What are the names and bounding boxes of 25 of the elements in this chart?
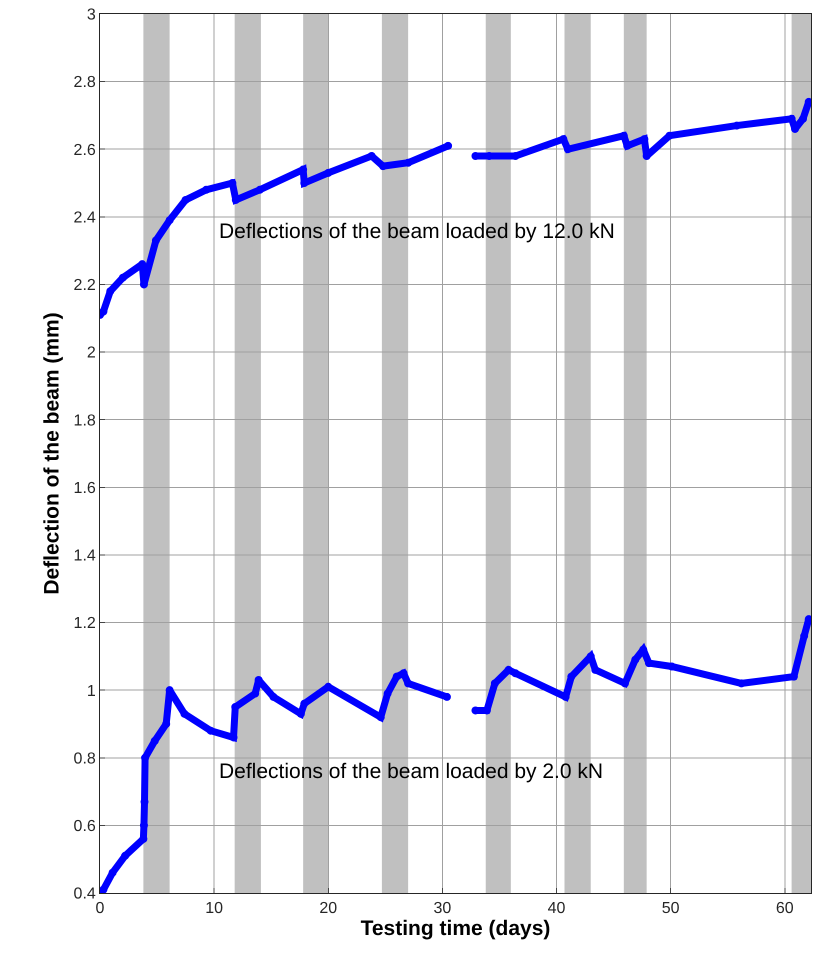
y-tick-label: 1 [86, 682, 96, 700]
y-tick-label: 1.4 [74, 548, 96, 565]
y-tick-label: 0.8 [74, 750, 96, 768]
y-tick-label: 1.8 [74, 412, 96, 430]
x-tick-label: 30 [433, 900, 452, 918]
y-tick-label: 3 [86, 6, 96, 24]
y-axis-title: Deflection of the beam (mm) [40, 312, 64, 595]
x-tick-label: 40 [548, 900, 566, 918]
annotation: Deflections of the beam loaded by 12.0 kN [219, 220, 615, 243]
x-tick-label: 60 [776, 900, 794, 918]
y-tick-label: 1.2 [74, 615, 96, 632]
y-tick-label: 2.8 [74, 74, 96, 92]
x-axis-title: Testing time (days) [360, 917, 550, 940]
x-tick-label: 10 [205, 900, 224, 918]
y-tick-label: 0.6 [74, 818, 96, 835]
y-tick-label: 2.4 [74, 209, 96, 226]
y-tick-label: 2 [86, 344, 96, 362]
x-tick-label: 0 [96, 900, 105, 918]
annotation: Deflections of the beam loaded by 2.0 kN [219, 760, 604, 783]
y-tick-label: 2.2 [74, 277, 96, 294]
y-tick-label: 1.6 [74, 480, 96, 497]
y-tick-label: 2.6 [74, 142, 96, 159]
x-tick-label: 20 [319, 900, 338, 918]
x-tick-label: 50 [662, 900, 680, 918]
y-tick-label: 0.4 [74, 886, 96, 903]
